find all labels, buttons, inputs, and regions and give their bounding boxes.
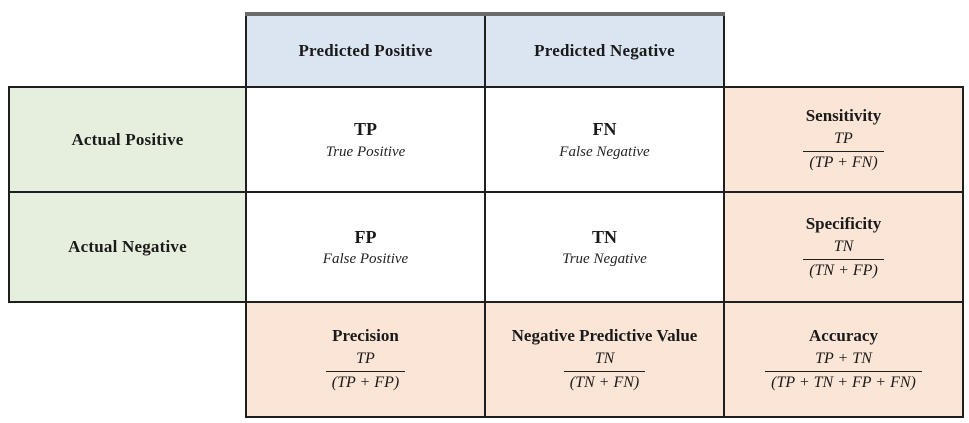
cell-fn: FN False Negative [484,86,725,193]
row-header-actual-positive: Actual Positive [8,86,247,193]
metric-name: Sensitivity [805,106,882,126]
fraction-denominator: (TP + FN) [803,151,884,174]
metric-name: Negative Predictive Value [511,326,698,346]
row-header-actual-negative: Actual Negative [8,191,247,303]
metric-sensitivity: Sensitivity TP (TP + FN) [723,86,964,193]
fraction-denominator: (TN + FP) [803,258,884,282]
cell-full-name: False Negative [559,143,650,160]
fraction-denominator: (TP + TN + FP + FN) [765,371,922,394]
cell-full-name: True Negative [562,251,647,268]
fraction-numerator: TN [594,350,615,368]
cell-fp: FP False Positive [245,191,486,303]
row-header-label: Actual Positive [71,129,184,149]
metric-name: Specificity [805,213,882,233]
corner-top-right [724,14,963,87]
corner-bottom-left [9,302,246,417]
col-header-predicted-positive: Predicted Positive [245,12,486,88]
confusion-matrix-table: Predicted Positive Predicted Negative Ac… [8,12,964,418]
cell-abbr: TN [591,226,617,247]
metric-negative-predictive-value: Negative Predictive Value TN (TN + FN) [484,301,725,418]
metric-name: Precision [332,326,399,346]
cell-tp: TP True Positive [245,86,486,193]
metric-formula: TP (TP + FN) [803,129,884,174]
fraction-numerator: TP [834,130,853,148]
metric-formula: TP + TN (TP + TN + FP + FN) [765,349,922,394]
cell-abbr: TP [353,119,377,140]
col-header-label: Predicted Negative [534,41,675,60]
metric-precision: Precision TP (TP + FP) [245,301,486,418]
cell-tn: TN True Negative [484,191,725,303]
fraction-numerator: TP [356,350,375,368]
col-header-predicted-negative: Predicted Negative [484,12,725,88]
metric-formula: TP (TP + FP) [325,349,406,394]
fraction-numerator: TP + TN [815,350,872,368]
cell-full-name: False Positive [322,251,409,268]
cell-abbr: FP [354,226,377,247]
fraction-denominator: (TP + FP) [325,371,406,394]
metric-accuracy: Accuracy TP + TN (TP + TN + FP + FN) [723,301,964,418]
metric-formula: TN (TN + FP) [803,237,884,282]
row-header-label: Actual Negative [68,237,187,256]
metric-formula: TN (TN + FN) [563,349,646,394]
corner-top-left [9,14,246,87]
fraction-denominator: (TN + FN) [563,371,646,394]
metric-specificity: Specificity TN (TN + FP) [723,191,964,303]
col-header-label: Predicted Positive [298,41,433,60]
cell-full-name: True Positive [325,143,406,160]
metric-name: Accuracy [809,326,878,346]
cell-abbr: FN [592,119,617,140]
fraction-numerator: TN [833,237,854,255]
